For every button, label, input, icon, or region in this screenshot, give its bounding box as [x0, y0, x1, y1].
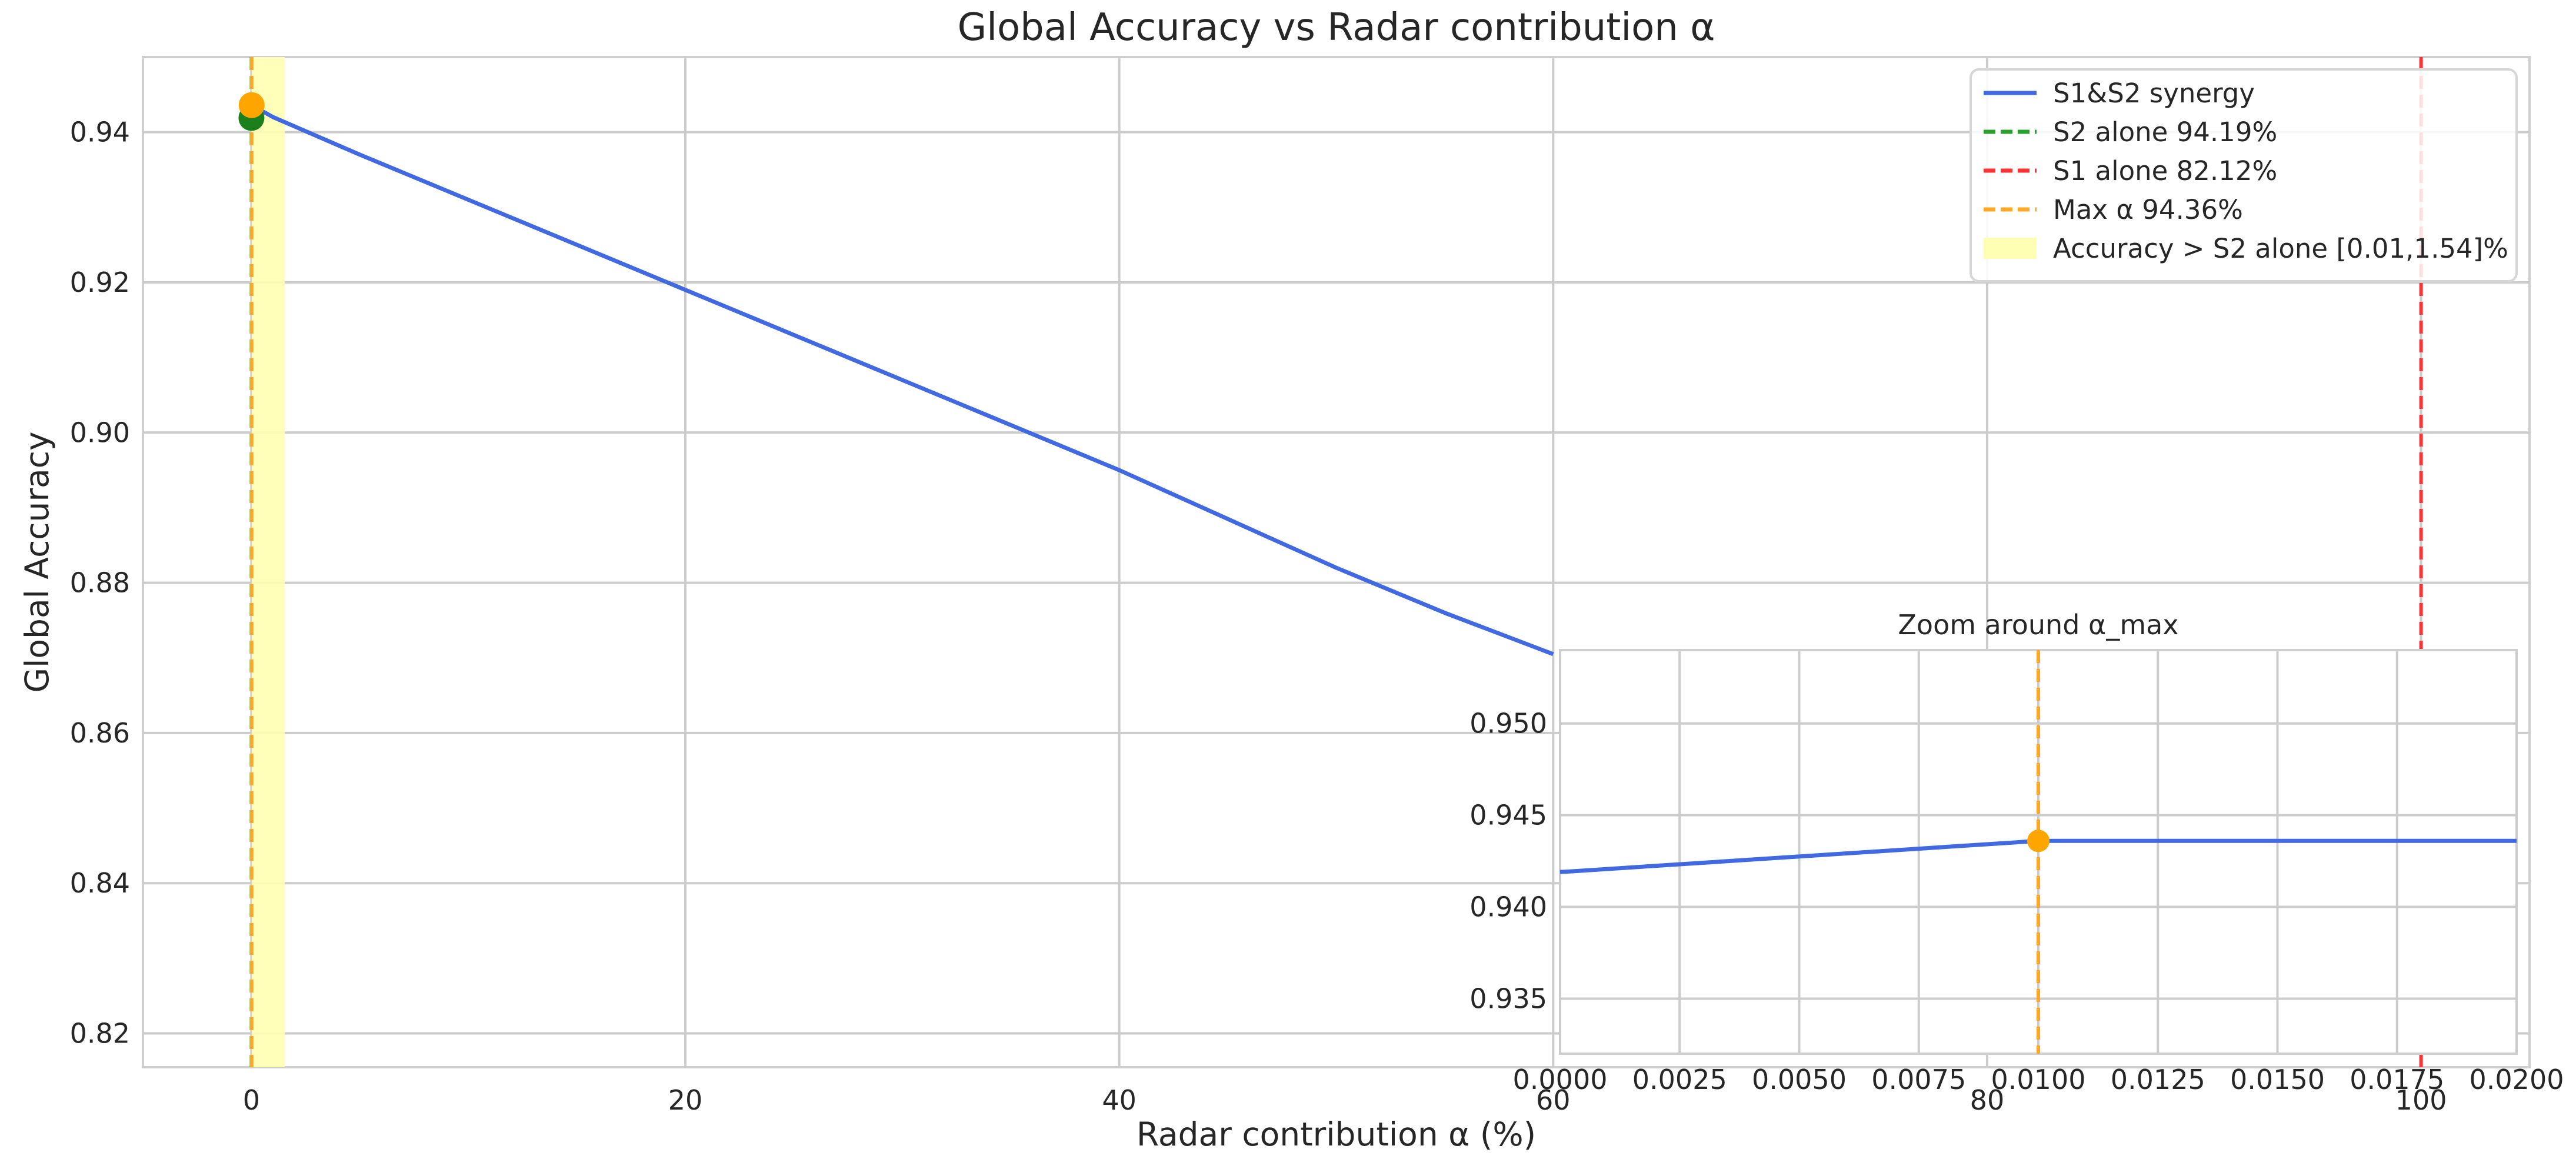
x-tick-label: 0.0025 — [1632, 1064, 1727, 1095]
x-tick-label: 0.0050 — [1752, 1064, 1847, 1095]
x-tick-label: 0.0100 — [1991, 1064, 2086, 1095]
x-tick-label: 80 — [1970, 1084, 2005, 1116]
y-tick-label: 0.84 — [70, 867, 130, 899]
x-tick-label: 0.0150 — [2230, 1064, 2325, 1095]
y-axis-label: Global Accuracy — [18, 431, 56, 692]
data-point — [2027, 830, 2050, 852]
y-tick-label: 0.86 — [70, 717, 130, 749]
legend-entry-s2-alone: S2 alone 94.19% — [2053, 116, 2277, 148]
legend-entry-s1-alone: S1 alone 82.12% — [2053, 155, 2277, 186]
y-tick-label: 0.94 — [70, 116, 130, 148]
x-tick-label: 20 — [668, 1084, 703, 1116]
chart-title: Global Accuracy vs Radar contribution α — [958, 6, 1715, 49]
series-line-synergy — [249, 103, 1554, 657]
y-tick-label: 0.935 — [1469, 983, 1547, 1014]
legend: S1&S2 synergy S2 alone 94.19% S1 alone 82.… — [1970, 68, 2518, 282]
inset-title: Zoom around α_max — [1898, 609, 2178, 641]
y-tick-label: 0.92 — [70, 267, 130, 298]
x-tick-label: 0.0200 — [2470, 1064, 2564, 1095]
legend-entry-max-alpha: Max α 94.36% — [2053, 194, 2243, 225]
y-tick-label: 0.90 — [70, 417, 130, 448]
legend-entry-synergy: S1&S2 synergy — [2053, 78, 2255, 109]
x-tick-label: 0 — [243, 1084, 260, 1116]
x-tick-label: 60 — [1536, 1084, 1571, 1116]
y-tick-label: 0.950 — [1469, 708, 1547, 740]
x-tick-label: 0.0175 — [2350, 1064, 2444, 1095]
inset-plot: 0.0000 0.0025 0.0050 0.0075 0.0100 0.0125 0.01… — [1469, 609, 2564, 1095]
x-tick-label: 0.0000 — [1513, 1064, 1608, 1095]
legend-entry-span: Accuracy > S2 alone [0.01,1.54]% — [2053, 233, 2508, 264]
y-tick-label: 0.88 — [70, 567, 130, 599]
y-tick-label: 0.940 — [1469, 891, 1547, 923]
legend-box — [1970, 68, 2518, 282]
x-tick-label: 40 — [1102, 1084, 1137, 1116]
data-point — [238, 92, 265, 118]
x-tick-label: 0.0075 — [1871, 1064, 1966, 1095]
x-axis-label: Radar contribution α (%) — [1137, 1115, 1536, 1153]
y-tick-label: 0.82 — [70, 1018, 130, 1050]
accuracy-above-s2-span — [251, 57, 285, 1067]
x-tick-label: 0.0125 — [2111, 1064, 2205, 1095]
x-tick-label: 100 — [2395, 1084, 2447, 1116]
legend-entry-span-swatch — [1984, 238, 2037, 259]
y-tick-label: 0.945 — [1469, 800, 1547, 831]
